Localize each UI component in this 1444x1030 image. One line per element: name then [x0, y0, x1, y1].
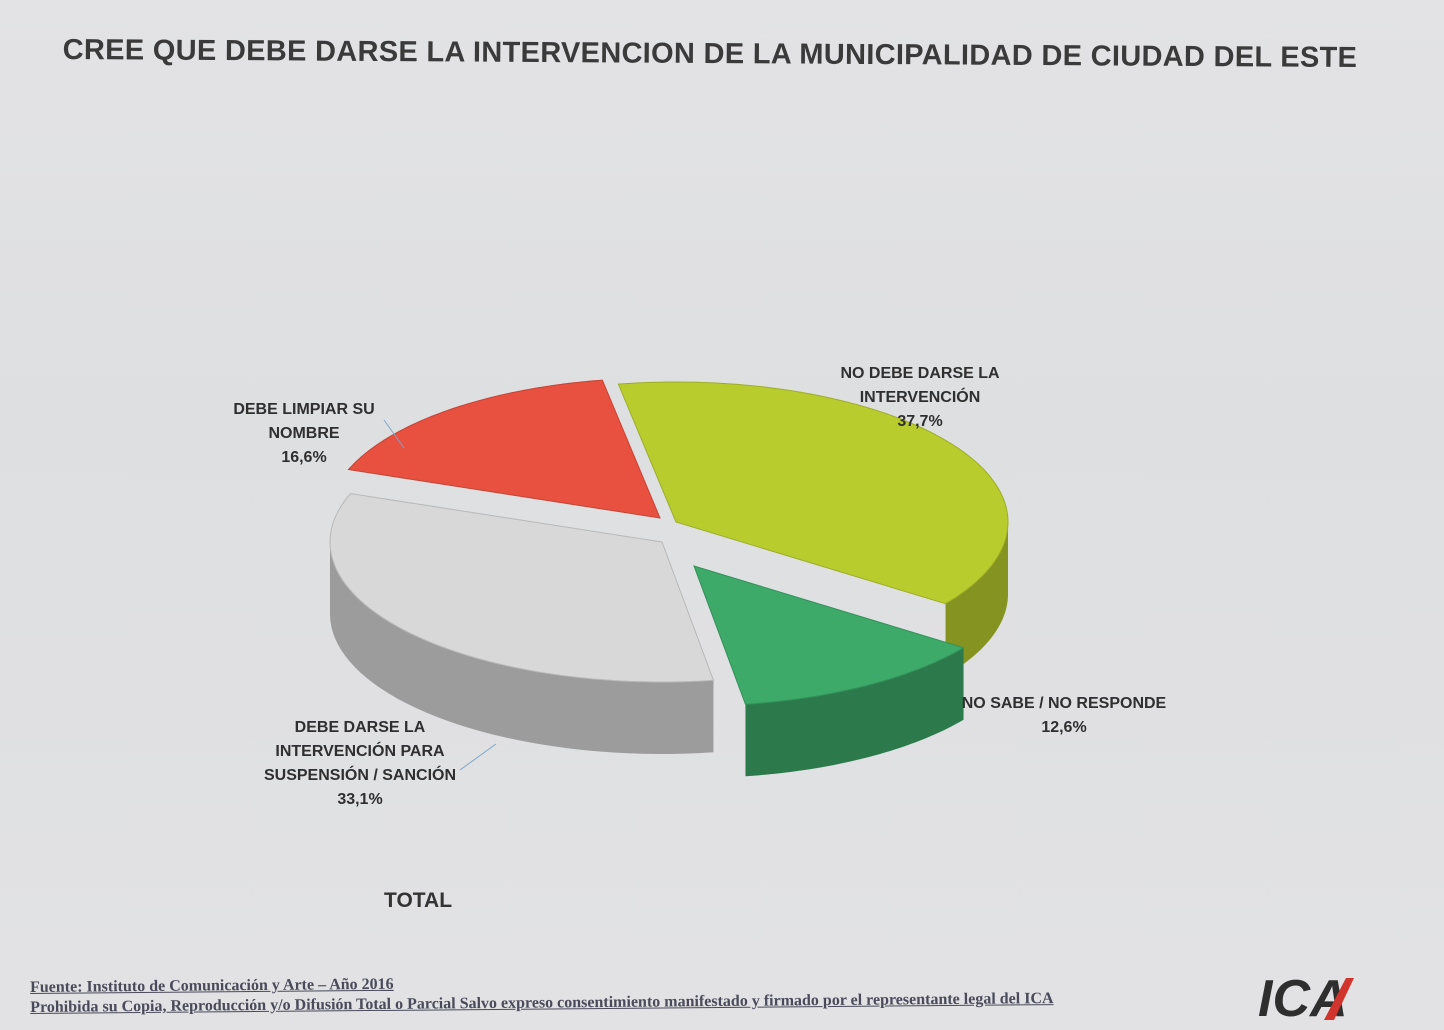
slice-value: 37,7%	[897, 413, 943, 430]
slice-label-line: NO DEBE DARSE LA	[840, 365, 1000, 382]
slice-label-limpiar: DEBE LIMPIAR SU NOMBRE 16,6%	[214, 398, 394, 470]
slice-label-line: SUSPENSIÓN / SANCIÓN	[263, 767, 457, 784]
pie-slice-2	[329, 493, 715, 683]
slice-label-no-debe: NO DEBE DARSE LA INTERVENCIÓN 37,7%	[820, 362, 1020, 434]
slice-label-line: INTERVENCIÓN	[859, 389, 981, 406]
pie-slice-side-0	[945, 522, 1008, 676]
slice-label-debe-darse: DEBE DARSE LA INTERVENCIÓN PARA SUSPENSI…	[240, 716, 480, 812]
slice-label-line: NOMBRE	[268, 425, 340, 442]
pie-slice-0	[617, 381, 1009, 605]
slice-value: 12,6%	[1041, 719, 1087, 736]
slice-value: 33,1%	[337, 791, 383, 808]
slice-label-line: DEBE LIMPIAR SU	[233, 401, 375, 418]
chart-subtitle: TOTAL	[384, 889, 453, 912]
slice-value: 16,6%	[281, 449, 327, 466]
leader-line-1	[459, 743, 497, 771]
slice-label-no-sabe: NO SABE / NO RESPONDE 12,6%	[944, 692, 1184, 740]
slice-label-line: NO SABE / NO RESPONDE	[961, 695, 1167, 712]
pie-slice-side-1	[745, 647, 964, 777]
logo-accent	[1324, 978, 1354, 1020]
pie-slice-3	[347, 379, 661, 519]
leader-line-0	[383, 419, 405, 449]
ica-logo: ICA	[1258, 970, 1354, 1024]
pie-side-walls	[330, 522, 1008, 777]
pie-slice-side-2	[330, 542, 714, 754]
slice-label-line: DEBE DARSE LA	[294, 719, 426, 736]
slice-label-line: INTERVENCIÓN PARA	[275, 743, 445, 760]
pie-slice-1	[693, 565, 965, 705]
